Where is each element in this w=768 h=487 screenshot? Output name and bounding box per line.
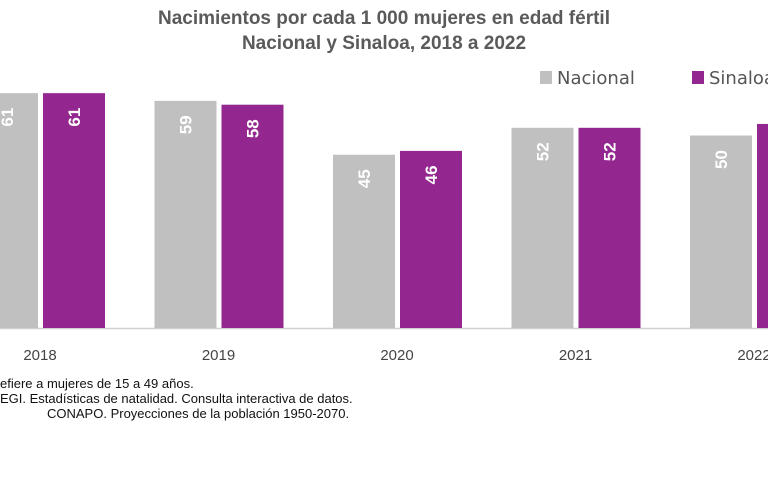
chart-subtitle: Nacional y Sinaloa, 2018 a 2022 bbox=[241, 33, 527, 54]
bar-sinaloa-2019 bbox=[221, 104, 284, 328]
legend-swatch-nacional bbox=[540, 71, 552, 84]
data-label: 59 bbox=[177, 115, 196, 134]
x-tick-label: 2020 bbox=[380, 347, 413, 364]
bar-chart: 6161201859582019454620205252202150532022… bbox=[0, 68, 768, 364]
bar-sinaloa-2022 bbox=[757, 123, 768, 328]
legend-label: Nacional bbox=[557, 68, 635, 89]
chart-title: Nacimientos por cada 1 000 mujeres en ed… bbox=[158, 8, 610, 29]
bar-nacional-2020 bbox=[333, 154, 395, 328]
data-label: 58 bbox=[244, 119, 263, 138]
data-label: 50 bbox=[712, 150, 731, 169]
data-label: 45 bbox=[355, 169, 374, 188]
data-label: 61 bbox=[65, 108, 84, 127]
legend-label: Sinaloa bbox=[709, 68, 768, 89]
bar-nacional-2021 bbox=[511, 127, 574, 328]
bar-sinaloa-2018 bbox=[43, 93, 105, 329]
data-label: 61 bbox=[0, 108, 17, 127]
footnote-2: EGI. Estadísticas de natalidad. Consulta… bbox=[0, 391, 353, 406]
data-label: 52 bbox=[534, 142, 553, 161]
footnote-1: efiere a mujeres de 15 a 49 años. bbox=[0, 376, 194, 391]
bar-sinaloa-2020 bbox=[400, 150, 462, 328]
data-label: 46 bbox=[422, 165, 441, 184]
bar-sinaloa-2021 bbox=[578, 127, 641, 328]
footnote-3: CONAPO. Proyecciones de la población 195… bbox=[47, 406, 350, 421]
bar-nacional-2022 bbox=[690, 135, 752, 328]
x-tick-label: 2019 bbox=[202, 347, 235, 364]
data-label: 52 bbox=[601, 142, 620, 161]
x-tick-label: 2018 bbox=[23, 347, 56, 364]
x-tick-label: 2022 bbox=[737, 347, 768, 364]
bar-nacional-2019 bbox=[154, 100, 217, 328]
x-tick-label: 2021 bbox=[559, 347, 592, 364]
bar-nacional-2018 bbox=[0, 93, 38, 329]
legend-swatch-sinaloa bbox=[692, 71, 704, 84]
